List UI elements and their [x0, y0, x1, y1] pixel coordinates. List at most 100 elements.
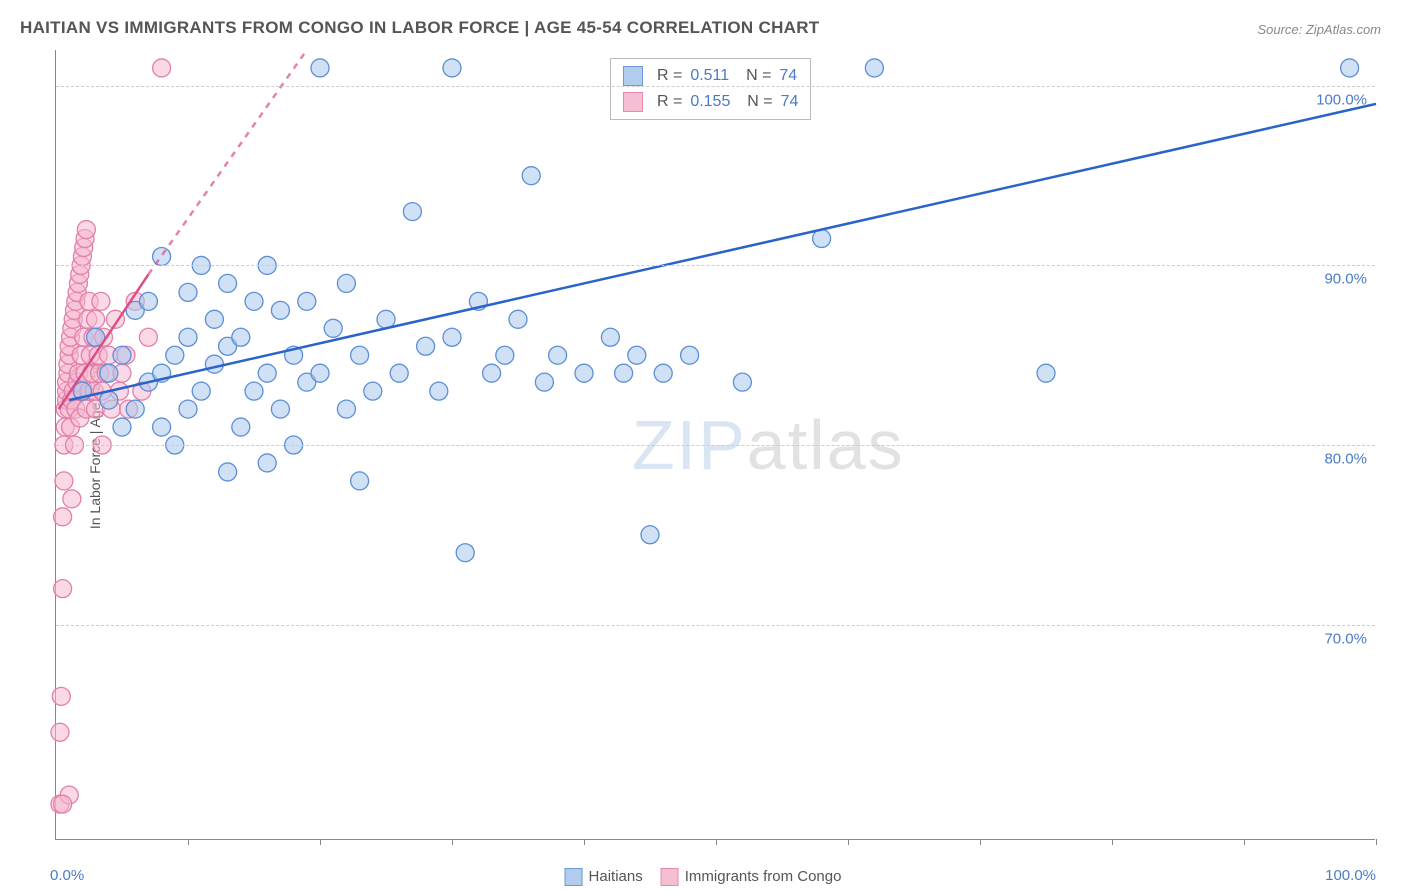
data-point-haitians: [417, 337, 435, 355]
x-tick: [980, 839, 981, 845]
data-point-haitians: [258, 364, 276, 382]
data-point-congo: [54, 795, 72, 813]
data-point-haitians: [509, 310, 527, 328]
legend-item-congo: Immigrants from Congo: [661, 868, 842, 886]
y-tick-label: 70.0%: [1324, 630, 1367, 647]
stat-r-congo: 0.155: [690, 93, 730, 111]
x-tick: [584, 839, 585, 845]
x-tick: [452, 839, 453, 845]
data-point-congo: [54, 508, 72, 526]
gridline-h: [56, 625, 1375, 626]
data-point-haitians: [628, 346, 646, 364]
data-point-haitians: [232, 328, 250, 346]
data-point-haitians: [535, 373, 553, 391]
data-point-haitians: [390, 364, 408, 382]
y-tick-label: 80.0%: [1324, 451, 1367, 468]
y-tick-label: 100.0%: [1316, 91, 1367, 108]
data-point-haitians: [179, 283, 197, 301]
stat-n-congo: 74: [781, 93, 799, 111]
stat-n-label: N =: [738, 93, 772, 111]
data-point-haitians: [179, 400, 197, 418]
data-point-haitians: [522, 167, 540, 185]
legend-swatch-haitians-icon: [565, 868, 583, 886]
stat-r-label: R =: [657, 93, 682, 111]
data-point-haitians: [258, 454, 276, 472]
data-point-haitians: [681, 346, 699, 364]
data-point-haitians: [443, 328, 461, 346]
data-point-haitians: [496, 346, 514, 364]
data-point-haitians: [456, 544, 474, 562]
gridline-h: [56, 445, 1375, 446]
data-point-haitians: [443, 59, 461, 77]
data-point-haitians: [311, 59, 329, 77]
data-point-haitians: [139, 292, 157, 310]
data-point-congo: [139, 328, 157, 346]
data-point-congo: [55, 472, 73, 490]
data-point-haitians: [430, 382, 448, 400]
x-tick: [320, 839, 321, 845]
y-tick-label: 90.0%: [1324, 271, 1367, 288]
legend-label-haitians: Haitians: [589, 868, 643, 885]
data-point-congo: [52, 687, 70, 705]
data-point-haitians: [271, 301, 289, 319]
data-point-haitians: [1341, 59, 1359, 77]
stat-legend-box: R = 0.511 N = 74 R = 0.155 N = 74: [610, 58, 811, 120]
data-point-haitians: [364, 382, 382, 400]
data-point-haitians: [271, 400, 289, 418]
data-point-haitians: [219, 274, 237, 292]
data-point-congo: [54, 580, 72, 598]
x-tick: [1376, 839, 1377, 845]
source-attribution: Source: ZipAtlas.com: [1257, 22, 1381, 37]
x-tick: [1112, 839, 1113, 845]
x-axis-max-label: 100.0%: [1325, 867, 1376, 884]
gridline-h: [56, 265, 1375, 266]
data-point-haitians: [311, 364, 329, 382]
data-point-congo: [77, 221, 95, 239]
trendline-haitians: [69, 104, 1376, 400]
stat-r-haitians: 0.511: [690, 67, 729, 85]
x-axis-min-label: 0.0%: [50, 867, 84, 884]
stat-r-label: R =: [657, 67, 682, 85]
x-tick: [188, 839, 189, 845]
bottom-legend: Haitians Immigrants from Congo: [565, 868, 842, 886]
data-point-haitians: [298, 292, 316, 310]
stat-n-label: N =: [737, 67, 771, 85]
data-point-haitians: [483, 364, 501, 382]
data-point-congo: [63, 490, 81, 508]
data-point-haitians: [192, 382, 210, 400]
data-point-haitians: [403, 203, 421, 221]
data-point-haitians: [179, 328, 197, 346]
data-point-haitians: [733, 373, 751, 391]
data-point-haitians: [324, 319, 342, 337]
data-point-haitians: [113, 346, 131, 364]
data-point-congo: [87, 310, 105, 328]
data-point-haitians: [865, 59, 883, 77]
data-point-haitians: [549, 346, 567, 364]
data-point-haitians: [337, 274, 355, 292]
swatch-haitians-icon: [623, 66, 643, 86]
data-point-haitians: [1037, 364, 1055, 382]
stat-n-haitians: 74: [779, 67, 797, 85]
data-point-congo: [51, 723, 69, 741]
data-point-haitians: [232, 418, 250, 436]
data-point-haitians: [351, 346, 369, 364]
gridline-h: [56, 86, 1375, 87]
data-point-haitians: [641, 526, 659, 544]
plot-area: R = 0.511 N = 74 R = 0.155 N = 74 ZIPatl…: [55, 50, 1375, 840]
swatch-congo-icon: [623, 92, 643, 112]
data-point-haitians: [205, 310, 223, 328]
x-tick: [716, 839, 717, 845]
trendline-ext-congo: [148, 50, 306, 274]
stat-row-congo: R = 0.155 N = 74: [621, 89, 800, 115]
data-point-haitians: [205, 355, 223, 373]
legend-item-haitians: Haitians: [565, 868, 643, 886]
data-point-congo: [92, 292, 110, 310]
data-point-haitians: [337, 400, 355, 418]
data-point-haitians: [113, 418, 131, 436]
data-point-haitians: [245, 292, 263, 310]
data-point-haitians: [100, 364, 118, 382]
data-point-congo: [153, 59, 171, 77]
chart-title: HAITIAN VS IMMIGRANTS FROM CONGO IN LABO…: [20, 18, 819, 38]
data-point-haitians: [351, 472, 369, 490]
data-point-haitians: [245, 382, 263, 400]
